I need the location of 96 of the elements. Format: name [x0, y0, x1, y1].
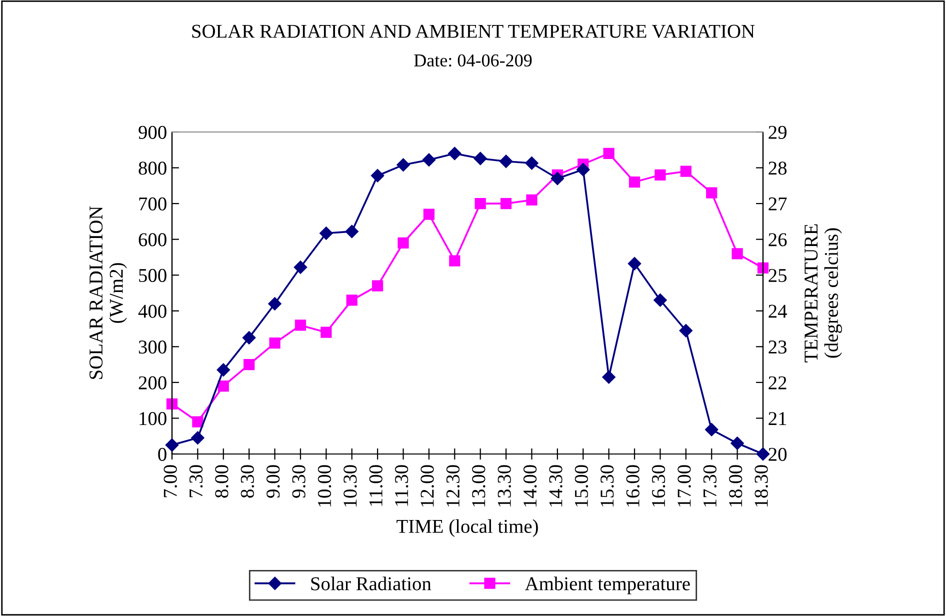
y2-tick-label: 21 [768, 412, 786, 425]
x-tick-label: 7.30 [189, 465, 203, 498]
x-tick-label: 18.00 [729, 465, 742, 506]
y2-tick-label: 22 [768, 376, 786, 390]
x-tick-label: 8.00 [215, 465, 228, 498]
x-tick-label: 15.30 [600, 465, 614, 506]
y-tick-label: 200 [138, 376, 166, 390]
point [448, 146, 462, 160]
chart-subtitle: Date: 04-06-209 [414, 54, 532, 67]
point [346, 294, 358, 306]
x-tick-label: 9.00 [266, 465, 280, 498]
x-tick-label: 14.00 [523, 465, 537, 506]
legend-label: Ambient temperature [524, 576, 690, 594]
point [244, 359, 255, 370]
point [192, 416, 204, 428]
point [654, 169, 666, 180]
x-tick-label: 17.30 [703, 465, 717, 506]
point [474, 152, 487, 166]
y2-axis-title: TEMPERATURE (degrees celcius) [804, 224, 842, 362]
x-tick-label: 11.30 [395, 465, 408, 506]
point [706, 187, 718, 198]
x-tick-label: 16.30 [652, 465, 666, 506]
point [166, 398, 178, 410]
legend-label: Solar Radiation [311, 576, 432, 590]
point [396, 158, 410, 172]
point [294, 260, 308, 274]
y-tick-label: 300 [138, 340, 166, 354]
y-tick-label: 400 [138, 304, 166, 318]
point [191, 431, 204, 444]
x-axis-title: TIME (local time) [396, 519, 538, 537]
x-tick-label: 15.00 [574, 465, 588, 506]
x-tick-label: 18.30 [754, 465, 768, 506]
y-tick-label: 700 [139, 197, 166, 210]
y2-tick-label: 29 [768, 126, 787, 139]
y2-tick-label: 25 [768, 268, 787, 282]
point [398, 237, 409, 248]
point [602, 370, 616, 384]
point [628, 257, 642, 270]
point [268, 297, 282, 310]
point [345, 224, 358, 238]
x-tick-label: 12.00 [420, 465, 434, 506]
y2-tick-label: 20 [768, 448, 787, 461]
point [474, 198, 486, 210]
y-tick-label: 600 [138, 233, 166, 246]
x-tick-label: 7.00 [164, 465, 177, 498]
x-tick-label: 10.30 [344, 465, 357, 506]
x-tick-label: 12.30 [446, 465, 460, 506]
y2-tick-label: 27 [768, 197, 787, 210]
point [294, 320, 306, 331]
point [449, 255, 460, 266]
chart-title: SOLAR RADIATION AND AMBIENT TEMPERATURE VARIATION [192, 24, 755, 38]
y-axis-title: SOLAR RADIATION (W/m2) [90, 206, 127, 379]
point [603, 148, 614, 160]
point [628, 176, 640, 188]
point [730, 436, 744, 450]
point [372, 280, 384, 292]
point [499, 154, 513, 168]
y2-tick-label: 24 [768, 304, 787, 318]
x-tick-label: 16.00 [626, 465, 640, 506]
x-tick-label: 17.00 [678, 465, 691, 506]
x-tick-label: 10.00 [318, 465, 332, 506]
y-tick-label: 0 [158, 448, 166, 461]
point [654, 294, 667, 307]
y-tick-label: 900 [138, 126, 166, 139]
y-tick-label: 800 [138, 162, 166, 175]
x-tick-label: 9.30 [292, 465, 306, 498]
point [680, 166, 692, 177]
point [500, 198, 512, 210]
point [705, 423, 718, 436]
point [525, 156, 538, 170]
y-tick-label: 500 [139, 268, 166, 282]
point [320, 326, 332, 338]
y2-tick-label: 28 [768, 162, 787, 175]
point [732, 248, 743, 260]
y-tick-label: 100 [140, 412, 166, 426]
point [423, 208, 435, 220]
point [550, 172, 564, 186]
x-tick-label: 11.00 [369, 465, 383, 506]
x-tick-label: 13.00 [472, 465, 486, 506]
point [370, 169, 384, 182]
y2-tick-label: 26 [768, 233, 787, 246]
point [269, 338, 280, 349]
y2-tick-label: 23 [768, 340, 787, 354]
x-tick-label: 13.30 [498, 465, 511, 506]
x-tick-label: 14.30 [549, 465, 562, 506]
point [757, 262, 769, 274]
point [679, 324, 692, 338]
point [576, 162, 590, 176]
x-tick-label: 8.30 [240, 465, 254, 498]
point [216, 363, 230, 377]
point [165, 438, 179, 452]
point [218, 380, 229, 392]
point [526, 194, 538, 206]
point [320, 226, 333, 240]
point [242, 331, 256, 344]
point [422, 153, 436, 166]
